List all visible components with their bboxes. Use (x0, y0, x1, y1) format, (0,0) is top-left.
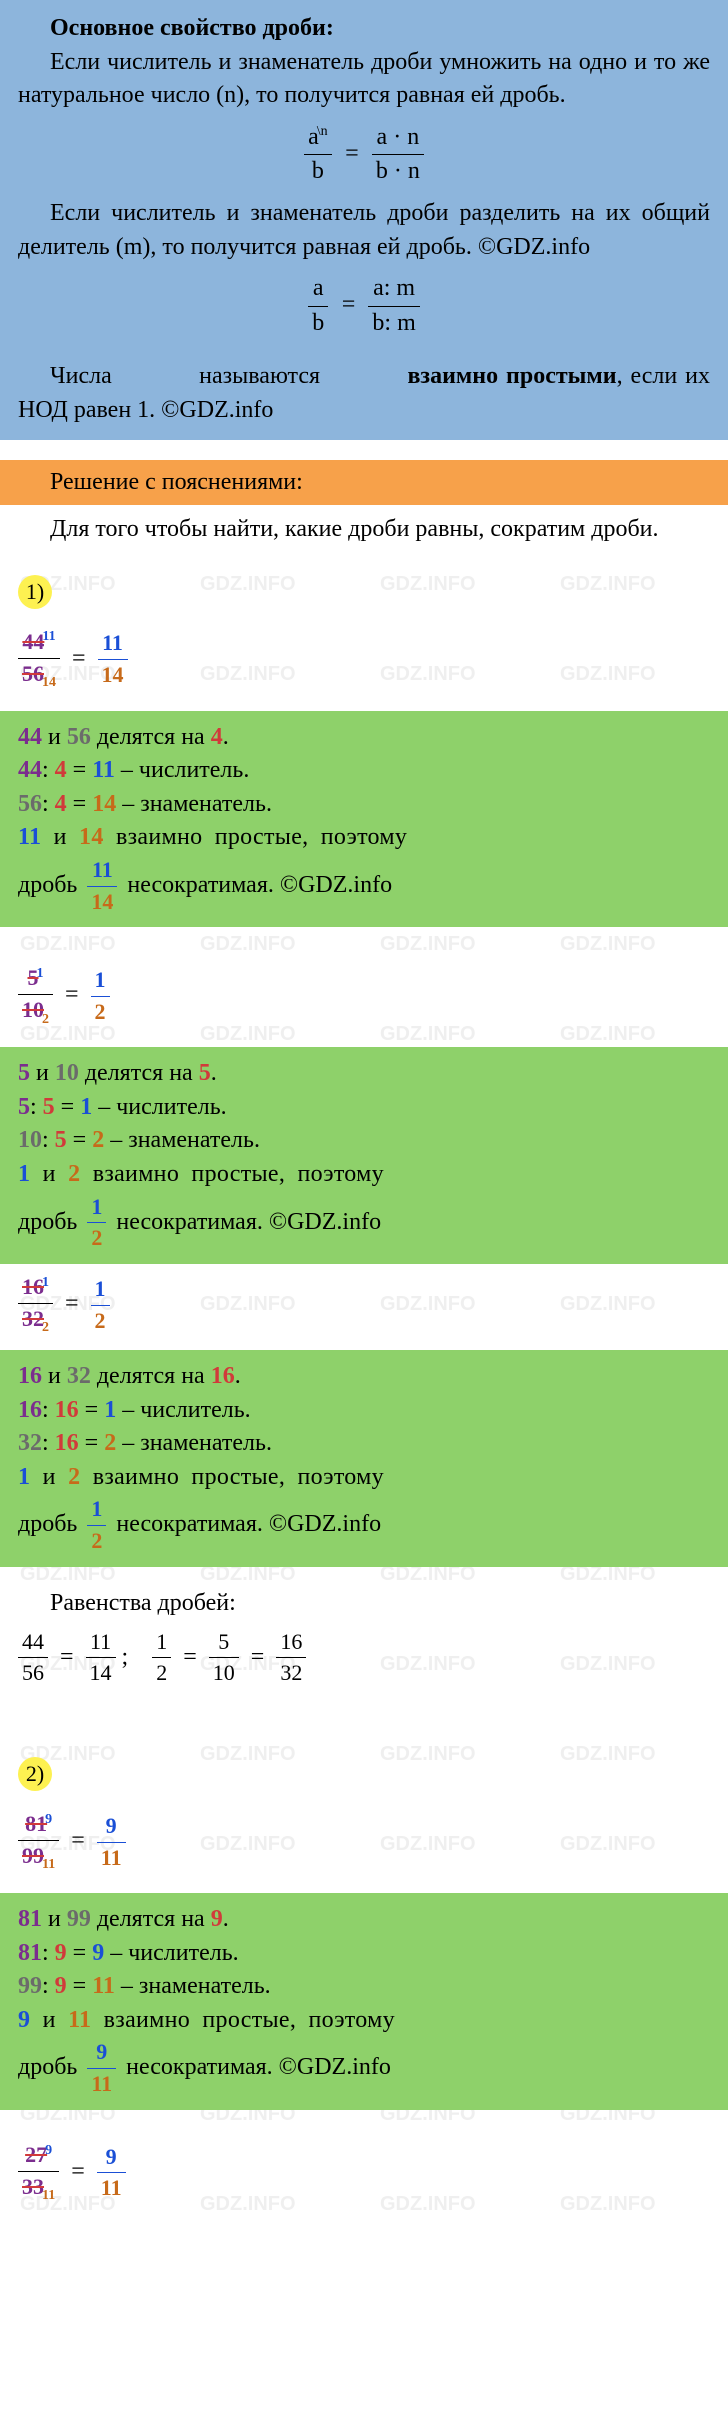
formula-2: a b = a: m b: m (18, 272, 710, 340)
page-content: Основное свойство дроби: Если числитель … (0, 0, 728, 2224)
solution-header: Решение с пояснениями: (0, 460, 728, 506)
item1-frac2: 51 102 = 1 2 (18, 963, 710, 1029)
item2-exp1: 81 и 99 делятся на 9. 81: 9 = 9 – числит… (0, 1893, 728, 2110)
theory-p1: Если числитель и знаменатель дроби умнож… (18, 46, 710, 113)
item1-frac3-wrap: 161 322 = 1 2 (0, 1264, 728, 1350)
circle-number-2: 2) (18, 1757, 52, 1791)
item1-exp1: 44 и 56 делятся на 4. 44: 4 = 11 – числи… (0, 711, 728, 928)
theory-p3: Числа называются взаимно простыми, если … (18, 360, 710, 427)
item1-frac3: 161 322 = 1 2 (18, 1272, 710, 1338)
frac-left: a\n b (304, 121, 332, 189)
item-2-head: 2) 819 9911 = 9 11 (0, 1737, 728, 1893)
theory-p2: Если числитель и знаменатель дроби разде… (18, 197, 710, 264)
theory-box: Основное свойство дроби: Если числитель … (0, 0, 728, 440)
circle-number-1: 1) (18, 575, 52, 609)
item2-frac2: 279 3311 = 9 11 (18, 2140, 710, 2206)
equality-line: 4456 = 1114 ; 12 = 510 = 1632 (18, 1627, 710, 1690)
item1-exp2: 5 и 10 делятся на 5. 5: 5 = 1 – числител… (0, 1047, 728, 1264)
item1-exp3: 16 и 32 делятся на 16. 16: 16 = 1 – числ… (0, 1350, 728, 1567)
intro-text: Для того чтобы найти, какие дроби равны,… (0, 505, 728, 555)
item2-frac2-wrap: 279 3311 = 9 11 (0, 2110, 728, 2224)
item1-frac1: 4411 5614 = 11 14 (18, 627, 710, 693)
item-1-head: 1) 4411 5614 = 11 14 (0, 555, 728, 711)
item1-frac2-wrap: 51 102 = 1 2 (0, 927, 728, 1047)
item2-frac1: 819 9911 = 9 11 (18, 1809, 710, 1875)
theory-heading: Основное свойство дроби: (18, 12, 710, 46)
frac-right: a · n b · n (372, 121, 424, 189)
item1-equalities: Равенства дробей: 4456 = 1114 ; 12 = 510… (0, 1567, 728, 1707)
formula-1: a\n b = a · n b · n (18, 121, 710, 189)
